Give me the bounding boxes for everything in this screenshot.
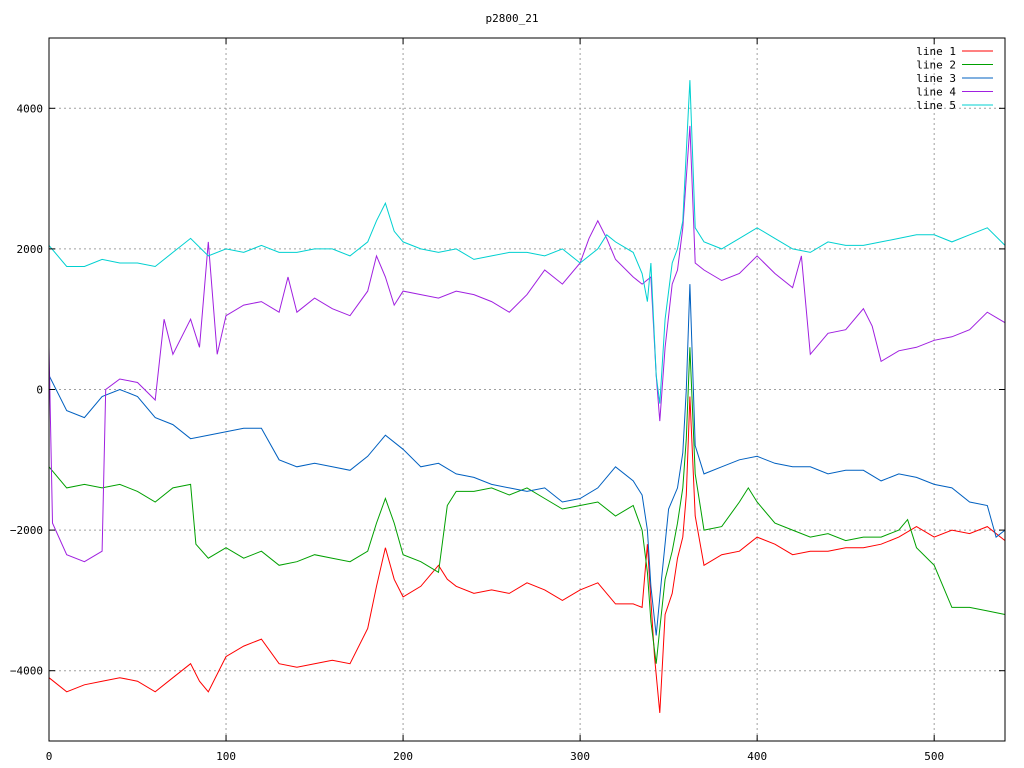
series-line-1 <box>48 396 1006 713</box>
legend-label: line 1 <box>916 45 956 58</box>
series-line-5 <box>48 80 1006 404</box>
y-tick-label: 2000 <box>17 243 44 256</box>
legend-label: line 2 <box>916 59 956 72</box>
x-tick-label: 100 <box>216 750 236 763</box>
series-line-2 <box>48 347 1006 664</box>
grid-lines <box>49 38 1005 741</box>
axis-ticks: 0 100 200 300 400 500 −4000 −2000 0 2000 4000 <box>10 38 1005 763</box>
legend-label: line 5 <box>916 99 956 112</box>
series-line-3 <box>48 284 1006 636</box>
legend-label: line 3 <box>916 72 956 85</box>
x-tick-label: 200 <box>393 750 413 763</box>
y-tick-label: 0 <box>36 384 43 397</box>
x-tick-label: 500 <box>924 750 944 763</box>
plot-frame <box>48 37 1006 742</box>
y-tick-label: −4000 <box>10 665 43 678</box>
x-tick-label: 400 <box>747 750 767 763</box>
y-tick-label: 4000 <box>17 102 44 115</box>
chart-title: p2800_21 <box>486 12 539 25</box>
legend-label: line 4 <box>916 86 956 99</box>
series-line-4 <box>48 125 1006 563</box>
y-tick-label: −2000 <box>10 524 43 537</box>
series-lines <box>48 80 1006 713</box>
x-tick-label: 0 <box>46 750 53 763</box>
x-tick-label: 300 <box>570 750 590 763</box>
